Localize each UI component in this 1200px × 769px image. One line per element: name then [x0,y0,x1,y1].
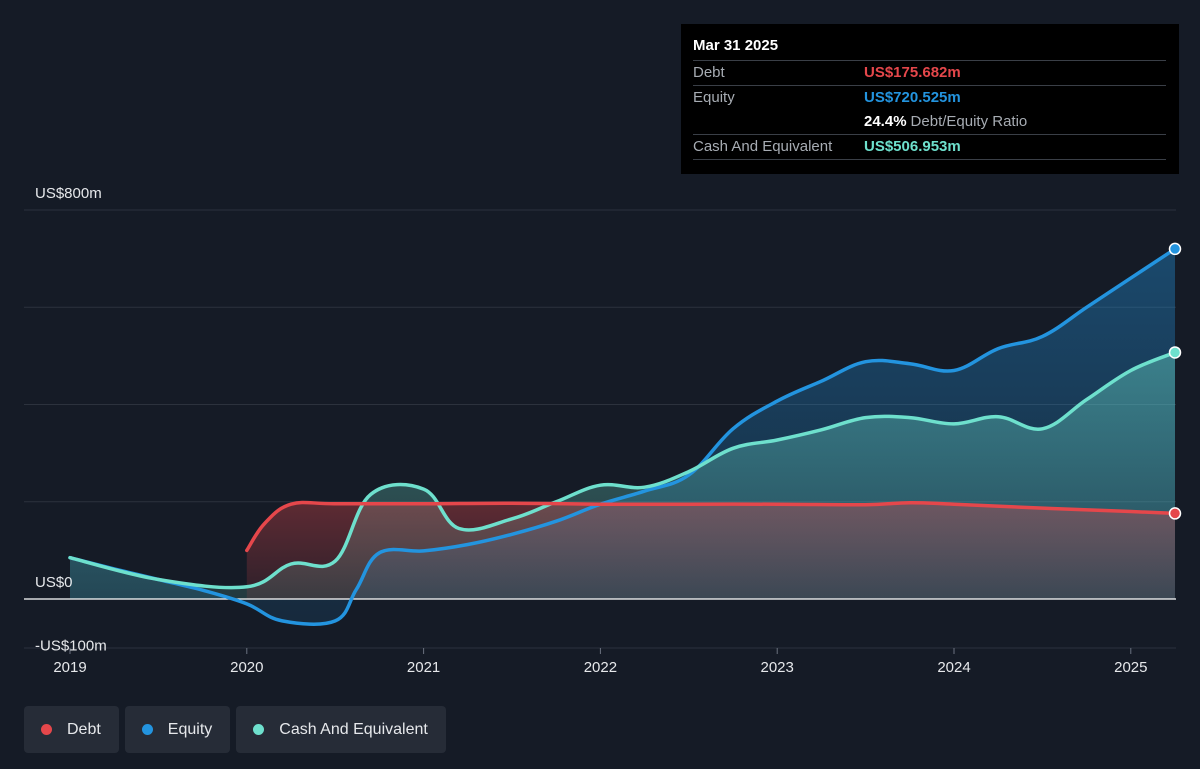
tooltip-row-equity: Equity US$720.525m [693,85,1166,110]
area-debt [246,502,1176,599]
legend-label-debt: Debt [67,720,101,738]
tooltip-equity-label: Equity [693,89,735,106]
x-tick-label: 2019 [53,659,86,676]
area-layer [70,248,1176,625]
tooltip-row-debt: Debt US$175.682m [693,60,1166,85]
y-tick-label: -US$100m [35,638,107,655]
x-tick-label: 2023 [761,659,794,676]
tooltip-cash-label: Cash And Equivalent [693,138,833,155]
line-layer [24,242,1182,626]
endpoint-equity [1168,242,1182,256]
tooltip-ratio-spacer [693,110,864,134]
tooltip-cash-value: US$506.953m [864,138,961,155]
legend-dot-debt [41,724,52,735]
x-tick-label: 2022 [584,659,617,676]
x-tick-label: 2024 [937,659,970,676]
tooltip-equity-value: US$720.525m [864,89,961,106]
tooltip-ratio-label: Debt/Equity Ratio [910,113,1028,130]
legend-dot-equity [141,724,153,735]
line-cash [68,350,1177,590]
y-tick-label: US$0 [35,574,73,591]
legend-item-debt[interactable]: Debt [24,706,119,753]
tooltip-row-cash: Cash And Equivalent US$506.953m [693,134,1166,160]
legend-item-equity[interactable]: Equity [124,706,231,753]
line-debt [245,500,1177,553]
tooltip-debt-value: US$175.682m [864,64,961,81]
endpoint-debt [1168,507,1182,520]
tooltip-date: Mar 31 2025 [693,37,779,54]
tooltip-row-ratio: 24.4% Debt/Equity Ratio [693,110,1166,134]
tooltip-ratio-value: 24.4% [864,113,907,130]
legend-dot-cash [253,724,265,735]
tooltip-panel: Mar 31 2025 Debt US$175.682m Equity US$7… [681,24,1179,174]
chart-svg: US$800m US$0 -US$100m 2019 2020 2021 2022 2023 2… [24,185,1182,676]
legend-label-equity: Equity [167,720,213,738]
x-tick-label: 2020 [230,659,263,676]
legend: Debt Equity Cash And Equivalent [24,706,446,753]
x-tick-label: 2021 [407,659,440,676]
endpoint-cash [1168,346,1182,359]
legend-item-cash[interactable]: Cash And Equivalent [236,706,446,753]
y-tick-label: US$800m [35,185,102,202]
tooltip-debt-label: Debt [693,64,725,81]
x-tick-label: 2025 [1114,659,1147,676]
label-layer: US$800m US$0 -US$100m 2019 2020 2021 2022 2023 2… [35,185,1147,676]
legend-label-cash: Cash And Equivalent [279,720,428,738]
